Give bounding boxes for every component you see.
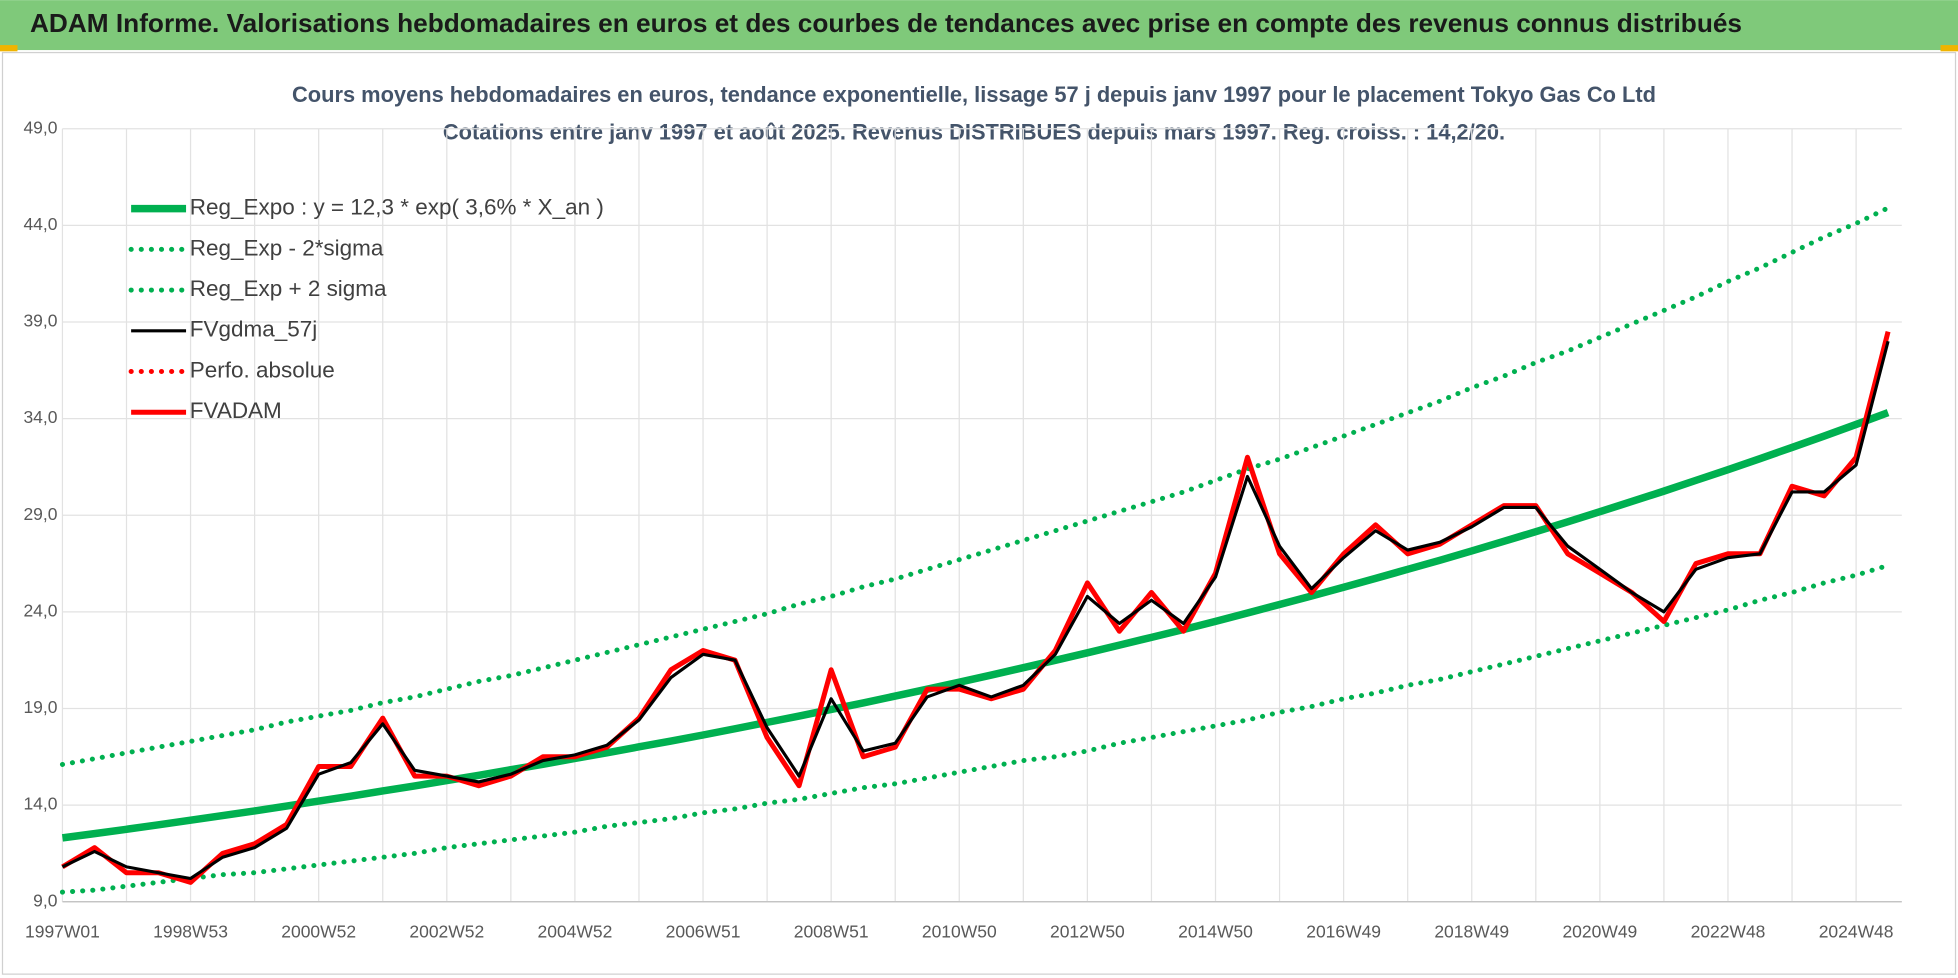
legend-label: FVADAM <box>190 398 282 423</box>
y-tick-label: 44,0 <box>23 214 57 234</box>
series-line <box>59 562 1891 895</box>
x-tick-label: 2002W52 <box>409 922 484 942</box>
x-tick-label: 1997W01 <box>25 922 100 942</box>
x-tick-label: 1998W53 <box>153 922 228 942</box>
x-tick-label: 2020W49 <box>1562 922 1637 942</box>
y-tick-label: 19,0 <box>23 697 57 717</box>
x-tick-label: 2022W48 <box>1691 922 1766 942</box>
x-tick-label: 2012W50 <box>1050 922 1125 942</box>
banner-corner <box>1940 45 1958 52</box>
series-line <box>61 409 1890 842</box>
chart-border <box>1 51 1957 975</box>
x-tick-label: 2004W52 <box>538 922 613 942</box>
chart-subtitle: Cotations entre janv 1997 et août 2025. … <box>443 120 1505 145</box>
y-tick-label: 39,0 <box>23 311 57 331</box>
x-tick-label: 2014W50 <box>1178 922 1253 942</box>
y-tick-label: 29,0 <box>23 504 57 524</box>
legend-label: Perfo. absolue <box>190 357 335 382</box>
x-tick-label: 2016W49 <box>1306 922 1381 942</box>
y-tick-label: 9,0 <box>33 890 58 910</box>
x-tick-label: 2008W51 <box>794 922 869 942</box>
x-tick-label: 2000W52 <box>281 922 356 942</box>
banner-title: ADAM Informe. Valorisations hebdomadaire… <box>30 8 1742 38</box>
banner <box>0 0 1958 51</box>
legend-label: Reg_Expo : y = 12,3 * exp( 3,6% * X_an ) <box>190 195 604 220</box>
y-tick-label: 24,0 <box>23 600 57 620</box>
grid <box>61 128 1902 903</box>
y-tick-label: 49,0 <box>23 117 57 137</box>
y-tick-label: 34,0 <box>23 407 57 427</box>
banner-corner <box>0 45 18 52</box>
x-tick-label: 2010W50 <box>922 922 997 942</box>
legend-label: Reg_Exp + 2 sigma <box>190 276 387 301</box>
legend-label: Reg_Exp - 2*sigma <box>190 235 384 260</box>
x-tick-label: 2018W49 <box>1434 922 1509 942</box>
chart-title: Cours moyens hebdomadaires en euros, ten… <box>292 82 1656 107</box>
x-tick-label: 2024W48 <box>1819 922 1894 942</box>
series-line <box>61 340 1890 881</box>
x-tick-label: 2006W51 <box>666 922 741 942</box>
legend-label: FVgdma_57j <box>190 317 317 342</box>
y-tick-label: 14,0 <box>23 794 57 814</box>
